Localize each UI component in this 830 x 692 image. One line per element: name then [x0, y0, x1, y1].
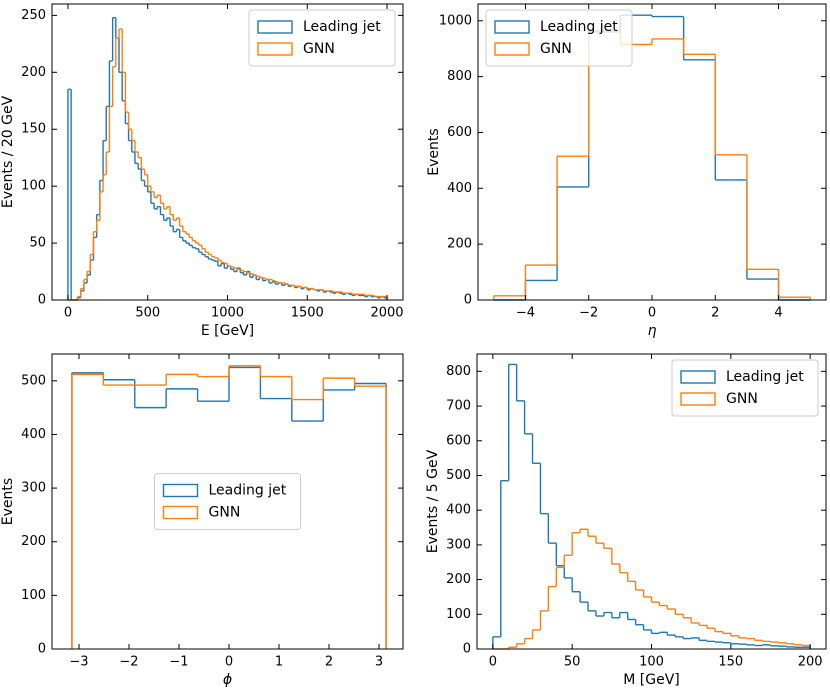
x-tick-label: 1	[275, 655, 283, 670]
legend-swatch	[162, 483, 199, 498]
y-tick-label: 0	[38, 642, 46, 657]
y-tick-label: 50	[29, 236, 46, 251]
legend-swatch	[257, 42, 293, 56]
y-tick-label: 100	[21, 588, 46, 603]
legend-box	[671, 359, 819, 417]
x-tick-label: 2	[711, 306, 719, 321]
y-tick-label: 500	[21, 373, 46, 388]
x-tick-label: 1000	[211, 306, 244, 321]
hist-risers	[493, 30, 811, 300]
y-tick-label: 250	[21, 8, 46, 23]
legend-label: GNN	[303, 41, 335, 57]
x-tick-label: −2	[579, 306, 598, 321]
legend-swatch	[680, 392, 716, 406]
y-tick-label: 800	[447, 69, 472, 84]
y-tick-label: 200	[21, 534, 46, 549]
x-tick-label: 0	[64, 306, 72, 321]
y-axis-label: Events	[0, 478, 16, 525]
legend-swatch	[494, 42, 530, 56]
y-tick-label: 300	[446, 537, 471, 552]
y-tick-label: 300	[21, 481, 46, 496]
legend-box	[154, 473, 301, 530]
y-tick-label: 400	[447, 181, 472, 196]
y-tick-label: 400	[446, 503, 471, 518]
x-tick-label: 0	[225, 655, 233, 670]
x-axis-label: ϕ	[223, 672, 232, 688]
hist-risers	[76, 29, 388, 300]
x-tick-label: 50	[564, 655, 581, 670]
legend-swatch	[680, 370, 716, 384]
x-tick-label: −4	[516, 306, 535, 321]
x-tick-label: 150	[718, 655, 743, 670]
y-tick-label: 100	[446, 607, 471, 622]
x-tick-label: 2000	[370, 306, 403, 321]
legend-label: GNN	[540, 41, 572, 57]
legend-label: Leading jet	[303, 19, 381, 35]
y-tick-label: 0	[463, 642, 471, 657]
hist-risers	[492, 364, 811, 649]
axes-frame	[51, 353, 404, 650]
legend-label: GNN	[726, 391, 758, 407]
x-tick-label: 2	[325, 655, 333, 670]
x-tick-label: −2	[119, 655, 138, 670]
y-tick-label: 800	[446, 364, 471, 379]
y-tick-label: 400	[21, 427, 46, 442]
x-tick-label: −1	[169, 655, 188, 670]
x-tick-label: 1500	[291, 306, 324, 321]
x-tick-label: 100	[639, 655, 664, 670]
x-axis-label: M [GeV]	[623, 672, 680, 688]
x-tick-label: 4	[774, 306, 782, 321]
legend-swatch	[257, 20, 293, 34]
y-tick-label: 200	[447, 237, 472, 252]
x-tick-label: 3	[375, 655, 383, 670]
x-tick-label: 200	[798, 655, 823, 670]
y-tick-label: 100	[21, 179, 46, 194]
legend-label: GNN	[209, 505, 241, 521]
y-tick-label: 150	[21, 122, 46, 137]
legend-label: Leading jet	[209, 483, 287, 499]
x-tick-label: −3	[69, 655, 88, 670]
y-tick-label: 0	[464, 293, 472, 308]
y-tick-label: 200	[446, 572, 471, 587]
legend-label: Leading jet	[540, 19, 618, 35]
y-tick-label: 600	[446, 433, 471, 448]
y-axis-label: Events	[426, 128, 442, 175]
legend-box	[485, 9, 633, 67]
x-tick-label: 0	[648, 306, 656, 321]
y-tick-label: 200	[21, 65, 46, 80]
legend-swatch	[494, 20, 530, 34]
y-tick-label: 500	[446, 468, 471, 483]
x-axis-label: E [GeV]	[201, 323, 254, 339]
y-tick-label: 1000	[439, 13, 472, 28]
y-tick-label: 700	[446, 399, 471, 414]
y-axis-label: Events / 5 GeV	[425, 449, 441, 553]
y-axis-label: Events / 20 GeV	[0, 95, 16, 208]
y-tick-label: 0	[38, 293, 46, 308]
hist-risers	[508, 529, 811, 649]
legend-box	[248, 9, 396, 67]
x-tick-label: 500	[135, 306, 160, 321]
legend-label: Leading jet	[726, 369, 804, 385]
x-tick-label: 0	[489, 655, 497, 670]
x-axis-label: η	[648, 323, 657, 339]
y-tick-label: 600	[447, 125, 472, 140]
legend-swatch	[162, 505, 199, 520]
